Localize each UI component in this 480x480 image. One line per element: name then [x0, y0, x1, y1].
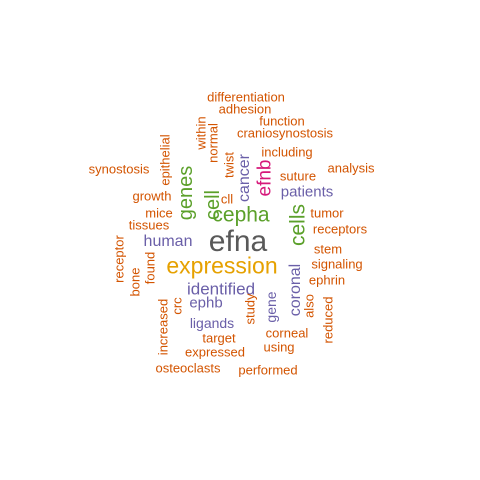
word-function: function [259, 113, 305, 129]
word-cll: cll [220, 191, 234, 207]
word-tissues: tissues [128, 217, 170, 233]
word-adhesion: adhesion [218, 101, 272, 117]
word-cepha: cepha [212, 203, 270, 227]
word-crc: crc [169, 297, 185, 315]
word-ephb: ephb [189, 294, 223, 312]
word-target: target [202, 330, 236, 346]
word-reduced: reduced [320, 296, 336, 344]
word-identified: identified [186, 279, 256, 299]
word-tumor: tumor [310, 205, 344, 221]
word-expression: expression [166, 252, 278, 279]
word-using: using [263, 339, 295, 355]
word-suture: suture [279, 168, 317, 184]
word-genes: genes [175, 165, 197, 221]
word-receptor: receptor [111, 235, 127, 283]
word-stem: stem [313, 241, 343, 257]
word-gene: gene [263, 291, 279, 323]
word-synostosis: synostosis [88, 161, 150, 177]
word-analysis: analysis [327, 160, 375, 176]
word-cancer: cancer [236, 153, 253, 203]
word-efna: efna [208, 225, 268, 258]
word-found: found [142, 251, 158, 285]
word-craniosynostosis: craniosynostosis [236, 125, 334, 141]
word-ephrin: ephrin [308, 272, 346, 288]
word-osteoclasts: osteoclasts [155, 360, 221, 376]
word-normal: normal [205, 123, 221, 163]
word-growth: growth [132, 188, 172, 204]
word-increased: increased [155, 298, 171, 356]
word-twist: twist [221, 152, 237, 178]
word-including: including [261, 144, 313, 160]
word-cells: cells [286, 203, 310, 247]
word-patients: patients [280, 183, 334, 201]
word-epithelial: epithelial [157, 134, 173, 186]
word-bone: bone [127, 267, 143, 297]
word-efnb: efnb [254, 159, 276, 197]
word-performed: performed [238, 362, 298, 378]
word-signaling: signaling [311, 256, 363, 272]
word-study: study [242, 293, 258, 325]
word-mice: mice [145, 205, 173, 221]
word-expressed: expressed [185, 344, 245, 360]
word-receptors: receptors [312, 221, 368, 237]
word-differentiation: differentiation [207, 89, 285, 105]
word-corneal: corneal [265, 325, 309, 341]
word-human: human [143, 233, 193, 250]
word-also: also [301, 294, 317, 318]
word-ligands: ligands [189, 315, 235, 331]
